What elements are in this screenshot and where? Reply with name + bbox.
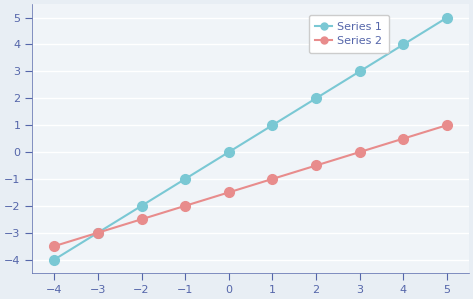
Series 2: [313, 164, 319, 167]
Series 1: [95, 231, 101, 234]
Series 2: [139, 217, 144, 221]
Series 2: [270, 177, 275, 181]
Series 1: [357, 70, 363, 73]
Series 1: [226, 150, 232, 154]
Series 2: [226, 190, 232, 194]
Series 2: [357, 150, 363, 154]
Series 2: [52, 244, 57, 248]
Series 1: [52, 258, 57, 261]
Line: Series 1: Series 1: [50, 13, 452, 264]
Legend: Series 1, Series 2: Series 1, Series 2: [308, 15, 389, 53]
Series 2: [183, 204, 188, 208]
Series 2: [444, 123, 450, 127]
Series 1: [401, 43, 406, 46]
Line: Series 2: Series 2: [50, 120, 452, 251]
Series 1: [444, 16, 450, 19]
Series 1: [183, 177, 188, 181]
Series 1: [313, 97, 319, 100]
Series 2: [95, 231, 101, 234]
Series 2: [401, 137, 406, 141]
Series 1: [270, 123, 275, 127]
Series 1: [139, 204, 144, 208]
